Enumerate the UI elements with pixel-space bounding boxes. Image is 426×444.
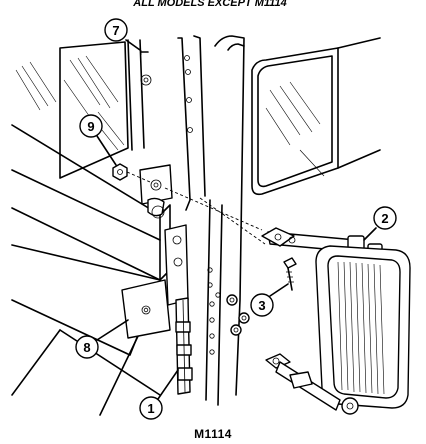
lower-bracket	[121, 279, 171, 339]
svg-text:3: 3	[258, 298, 265, 313]
header-title: ALL MODELS EXCEPT M1114	[132, 0, 286, 9]
figure-caption: M1114	[194, 427, 232, 441]
door-panel	[11, 124, 171, 416]
leader-lines	[96, 39, 377, 400]
hinge	[164, 224, 193, 395]
mirror-assembly	[261, 227, 411, 415]
upper-mount-bracket	[139, 164, 173, 219]
svg-text:1: 1	[147, 401, 154, 416]
door-frame	[15, 35, 381, 406]
callout-3: 3	[250, 293, 274, 317]
loose-hardware	[207, 267, 250, 355]
svg-text:2: 2	[381, 211, 388, 226]
cotter-pin	[140, 50, 149, 55]
svg-text:7: 7	[112, 23, 119, 38]
callout-9: 9	[79, 114, 103, 138]
callout-1: 1	[139, 396, 163, 420]
alignment-lines	[126, 171, 266, 245]
callout-8: 8	[75, 335, 99, 359]
nut	[112, 163, 128, 181]
callout-2: 2	[373, 206, 397, 230]
svg-text:8: 8	[83, 340, 90, 355]
screw	[283, 257, 297, 291]
svg-text:9: 9	[87, 119, 94, 134]
callout-7: 7	[104, 18, 128, 42]
